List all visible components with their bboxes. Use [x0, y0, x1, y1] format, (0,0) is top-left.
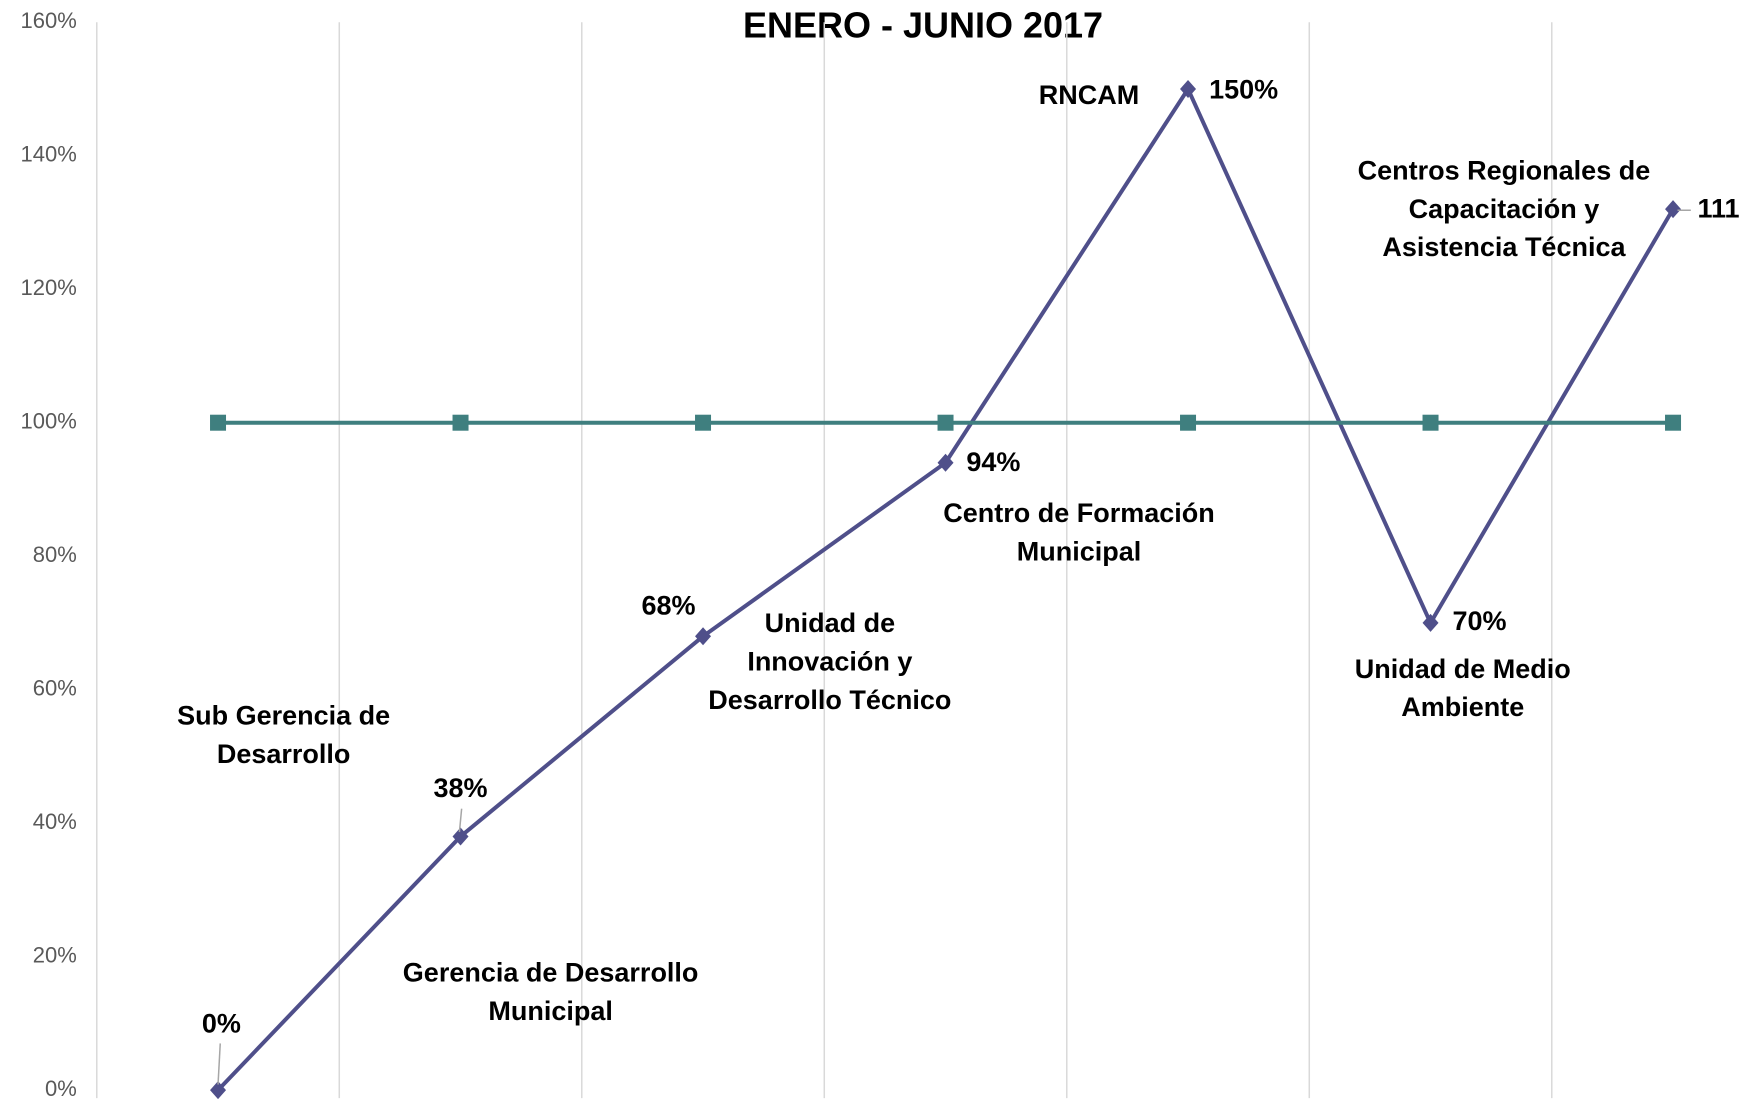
- y-tick-label: 100%: [20, 409, 76, 434]
- y-tick-label: 0%: [45, 1076, 77, 1100]
- marker: [1665, 200, 1682, 219]
- marker: [1180, 79, 1197, 98]
- y-tick-label: 60%: [33, 675, 77, 700]
- marker: [1422, 414, 1439, 431]
- category-label: Unidad de Medio Ambiente: [1355, 654, 1571, 722]
- category-label: RNCAM: [1039, 80, 1140, 110]
- leader-line: [217, 1043, 222, 1085]
- category-label: Centros Regionales de Capacitación y Asist…: [1358, 156, 1651, 263]
- y-tick-label: 140%: [20, 142, 76, 167]
- marker: [1180, 414, 1197, 431]
- marker: [1422, 613, 1439, 632]
- marker: [937, 453, 954, 472]
- leader-line: [458, 808, 463, 833]
- data-label: 0%: [202, 1009, 241, 1039]
- marker: [210, 1081, 227, 1100]
- category-label: Centro de Formación Municipal: [943, 498, 1215, 566]
- y-tick-label: 80%: [33, 542, 77, 567]
- marker: [695, 627, 712, 646]
- marker: [452, 414, 469, 431]
- y-tick-label: 160%: [20, 8, 76, 33]
- data-label: 150%: [1209, 74, 1278, 104]
- data-label: 70%: [1452, 606, 1506, 636]
- marker: [937, 414, 954, 431]
- chart-title: ENERO - JUNIO 2017: [743, 5, 1103, 46]
- y-tick-label: 20%: [33, 942, 77, 967]
- data-label: 38%: [434, 773, 488, 803]
- data-label: 111: [1698, 193, 1740, 223]
- category-label: Gerencia de Desarrollo Municipal: [403, 958, 699, 1026]
- marker: [452, 827, 469, 846]
- y-tick-label: 120%: [20, 275, 76, 300]
- category-label: Sub Gerencia de Desarrollo: [177, 701, 390, 769]
- y-tick-label: 40%: [33, 809, 77, 834]
- marker: [1665, 414, 1682, 431]
- marker: [210, 414, 227, 431]
- data-label: 94%: [966, 447, 1020, 477]
- data-label: 68%: [642, 590, 696, 620]
- category-label: Unidad de Innovación y Desarrollo Técnico: [708, 608, 951, 715]
- marker: [695, 414, 712, 431]
